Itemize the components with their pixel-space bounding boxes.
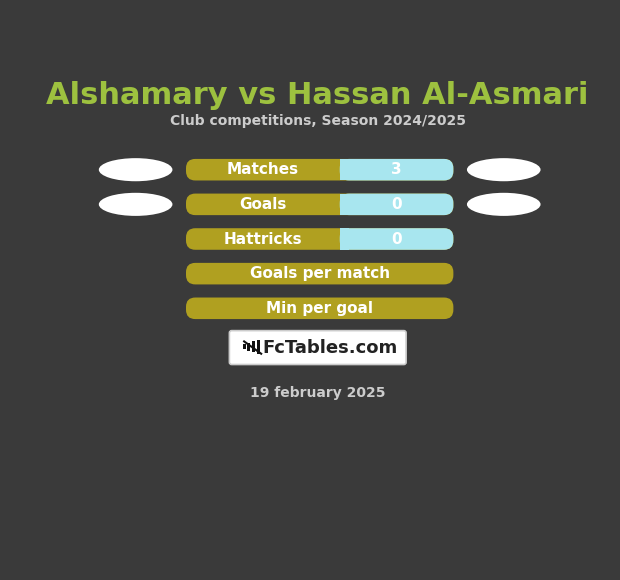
Ellipse shape [467,158,541,182]
Text: 3: 3 [391,162,402,177]
Bar [340,159,349,180]
Bar [242,345,246,349]
Ellipse shape [99,193,172,216]
Bar [247,343,250,351]
Text: 19 february 2025: 19 february 2025 [250,386,386,400]
FancyBboxPatch shape [340,228,453,250]
FancyBboxPatch shape [229,331,406,364]
FancyBboxPatch shape [186,194,453,215]
Text: Goals: Goals [239,197,286,212]
Ellipse shape [467,193,541,216]
FancyBboxPatch shape [186,228,453,250]
Text: Goals per match: Goals per match [250,266,390,281]
Text: FcTables.com: FcTables.com [262,339,397,357]
FancyBboxPatch shape [340,159,453,180]
Text: Hattricks: Hattricks [224,231,302,246]
Bar [252,342,255,352]
Bar [340,194,349,215]
FancyBboxPatch shape [186,159,453,180]
Text: Alshamary vs Hassan Al-Asmari: Alshamary vs Hassan Al-Asmari [46,81,589,110]
Bar [340,228,349,250]
Ellipse shape [99,158,172,182]
Text: 0: 0 [391,231,402,246]
Bar [257,340,260,354]
Text: Min per goal: Min per goal [266,301,373,316]
FancyBboxPatch shape [186,298,453,319]
Text: Matches: Matches [227,162,299,177]
FancyBboxPatch shape [340,194,453,215]
Text: 0: 0 [391,197,402,212]
FancyBboxPatch shape [186,263,453,284]
Text: Club competitions, Season 2024/2025: Club competitions, Season 2024/2025 [170,114,466,128]
